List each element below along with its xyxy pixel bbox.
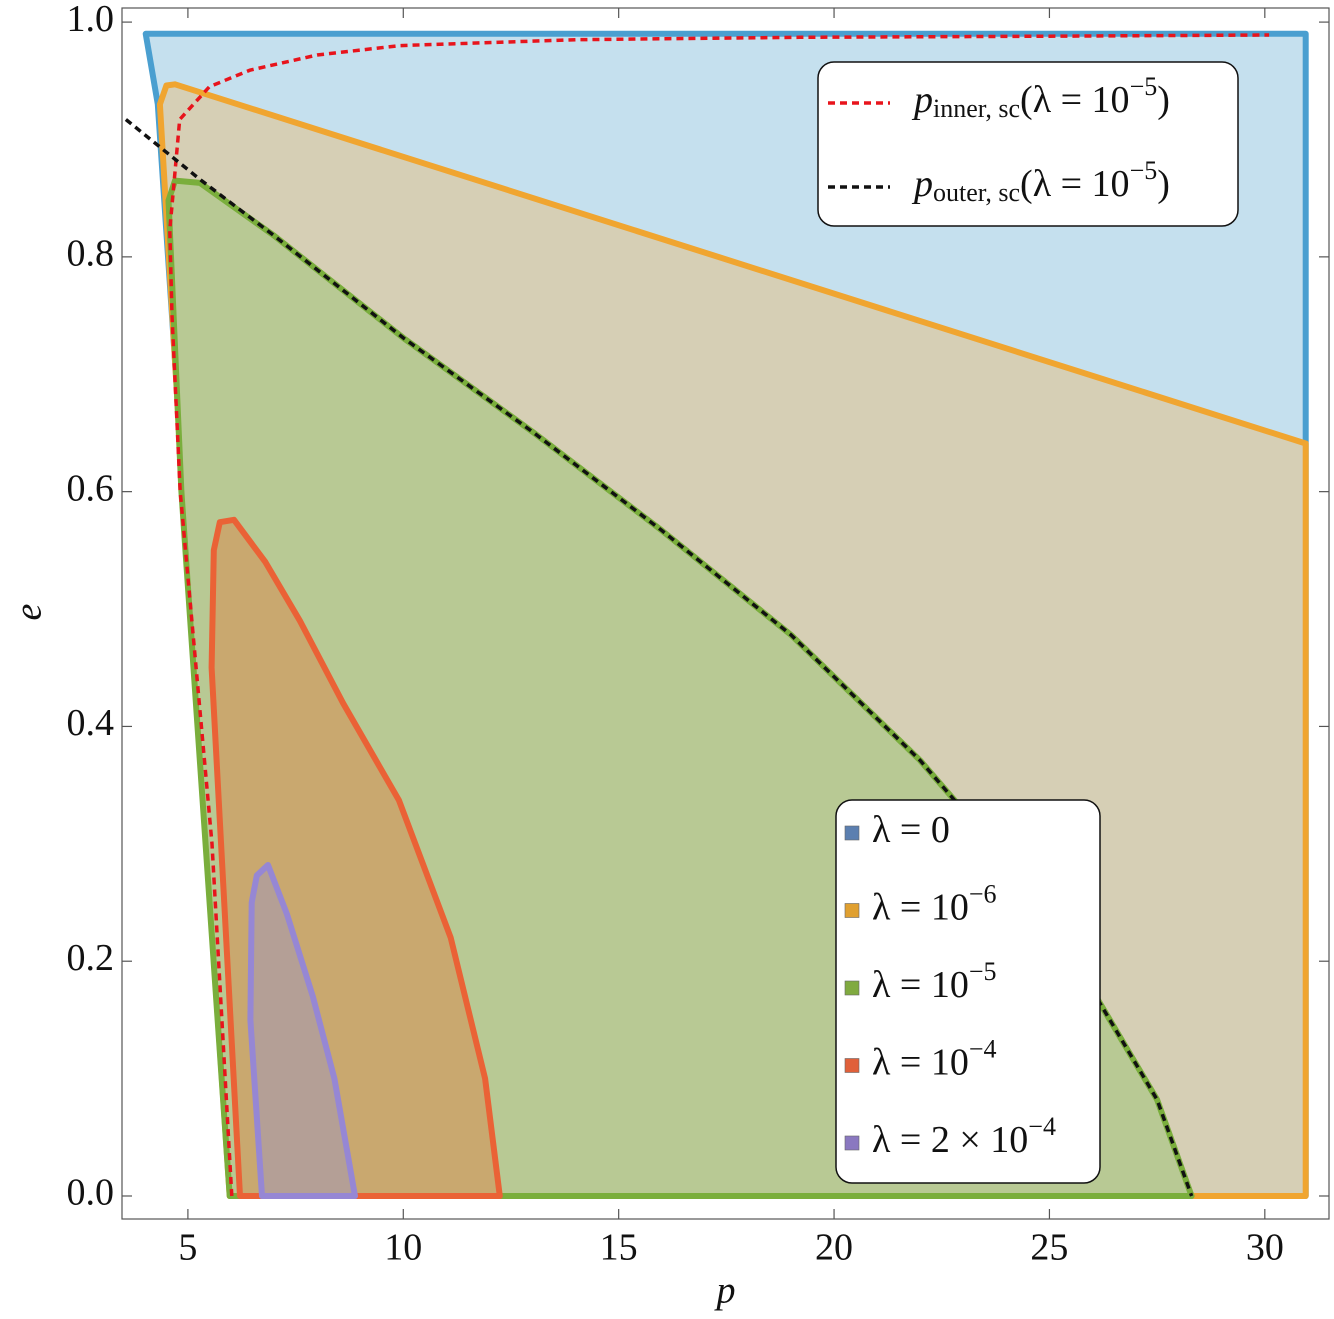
legend-label: pouter, sc(λ = 10−5) bbox=[911, 156, 1170, 207]
x-tick-label: 5 bbox=[178, 1227, 197, 1269]
legend-label-part: ) bbox=[1157, 163, 1170, 205]
legend-label-part: −5 bbox=[1130, 156, 1158, 185]
x-tick-label: 10 bbox=[384, 1227, 422, 1269]
legend-label-part: −5 bbox=[969, 957, 997, 986]
legend-label-part: p bbox=[911, 79, 933, 121]
x-tick-label: 30 bbox=[1246, 1227, 1284, 1269]
legend-swatch bbox=[844, 825, 860, 841]
legend-label-part: (λ = 10 bbox=[1020, 163, 1130, 205]
legend-label-part: λ = 2 × 10 bbox=[872, 1119, 1028, 1161]
legend-label-part: p bbox=[911, 163, 933, 205]
legend-label: λ = 10−4 bbox=[872, 1034, 997, 1083]
legend-label: λ = 0 bbox=[872, 809, 950, 851]
region bbox=[247, 862, 358, 1199]
x-tick-label: 20 bbox=[815, 1227, 853, 1269]
legend-label: λ = 10−5 bbox=[872, 957, 997, 1006]
legend-box bbox=[835, 799, 1101, 1184]
x-axis-label: p bbox=[714, 1270, 736, 1312]
y-tick-label: 1.0 bbox=[67, 0, 115, 40]
legend-label-part: inner, sc bbox=[933, 94, 1020, 123]
legend-swatch bbox=[844, 1135, 860, 1151]
frame bbox=[121, 7, 1330, 1220]
legend-label: λ = 10−6 bbox=[872, 879, 997, 928]
curve bbox=[168, 33, 1270, 1197]
legend-label-part: λ = 10 bbox=[872, 886, 969, 928]
legend-label: λ = 2 × 10−4 bbox=[872, 1112, 1056, 1161]
legend-label-part: −4 bbox=[969, 1034, 997, 1063]
legend-label-part: λ = 10 bbox=[872, 1041, 969, 1083]
y-tick-label: 0.0 bbox=[67, 1172, 115, 1214]
legend-label-part: λ = 0 bbox=[872, 809, 950, 851]
y-tick-label: 0.6 bbox=[67, 467, 115, 509]
curve bbox=[124, 118, 1194, 1197]
legend-label-part: (λ = 10 bbox=[1020, 79, 1130, 121]
legend-label-part: outer, sc bbox=[933, 178, 1020, 207]
y-tick-label: 0.2 bbox=[67, 937, 115, 979]
legend-swatch bbox=[844, 980, 860, 996]
x-tick-label: 25 bbox=[1030, 1227, 1068, 1269]
y-axis-label: e bbox=[8, 603, 50, 620]
legend-label-part: −4 bbox=[1028, 1112, 1056, 1141]
y-tick-label: 0.4 bbox=[67, 702, 115, 744]
x-tick-label: 15 bbox=[600, 1227, 638, 1269]
legend-box bbox=[817, 61, 1239, 227]
legend-swatch bbox=[844, 903, 860, 918]
legend-label-part: λ = 10 bbox=[872, 964, 969, 1006]
legend-label-part: ) bbox=[1157, 79, 1170, 121]
legend-swatch bbox=[844, 1058, 860, 1073]
y-tick-label: 0.8 bbox=[67, 233, 115, 275]
legend-label-part: −5 bbox=[1130, 72, 1158, 101]
legend-label: pinner, sc(λ = 10−5) bbox=[911, 72, 1170, 123]
legend-label-part: −6 bbox=[969, 879, 997, 908]
